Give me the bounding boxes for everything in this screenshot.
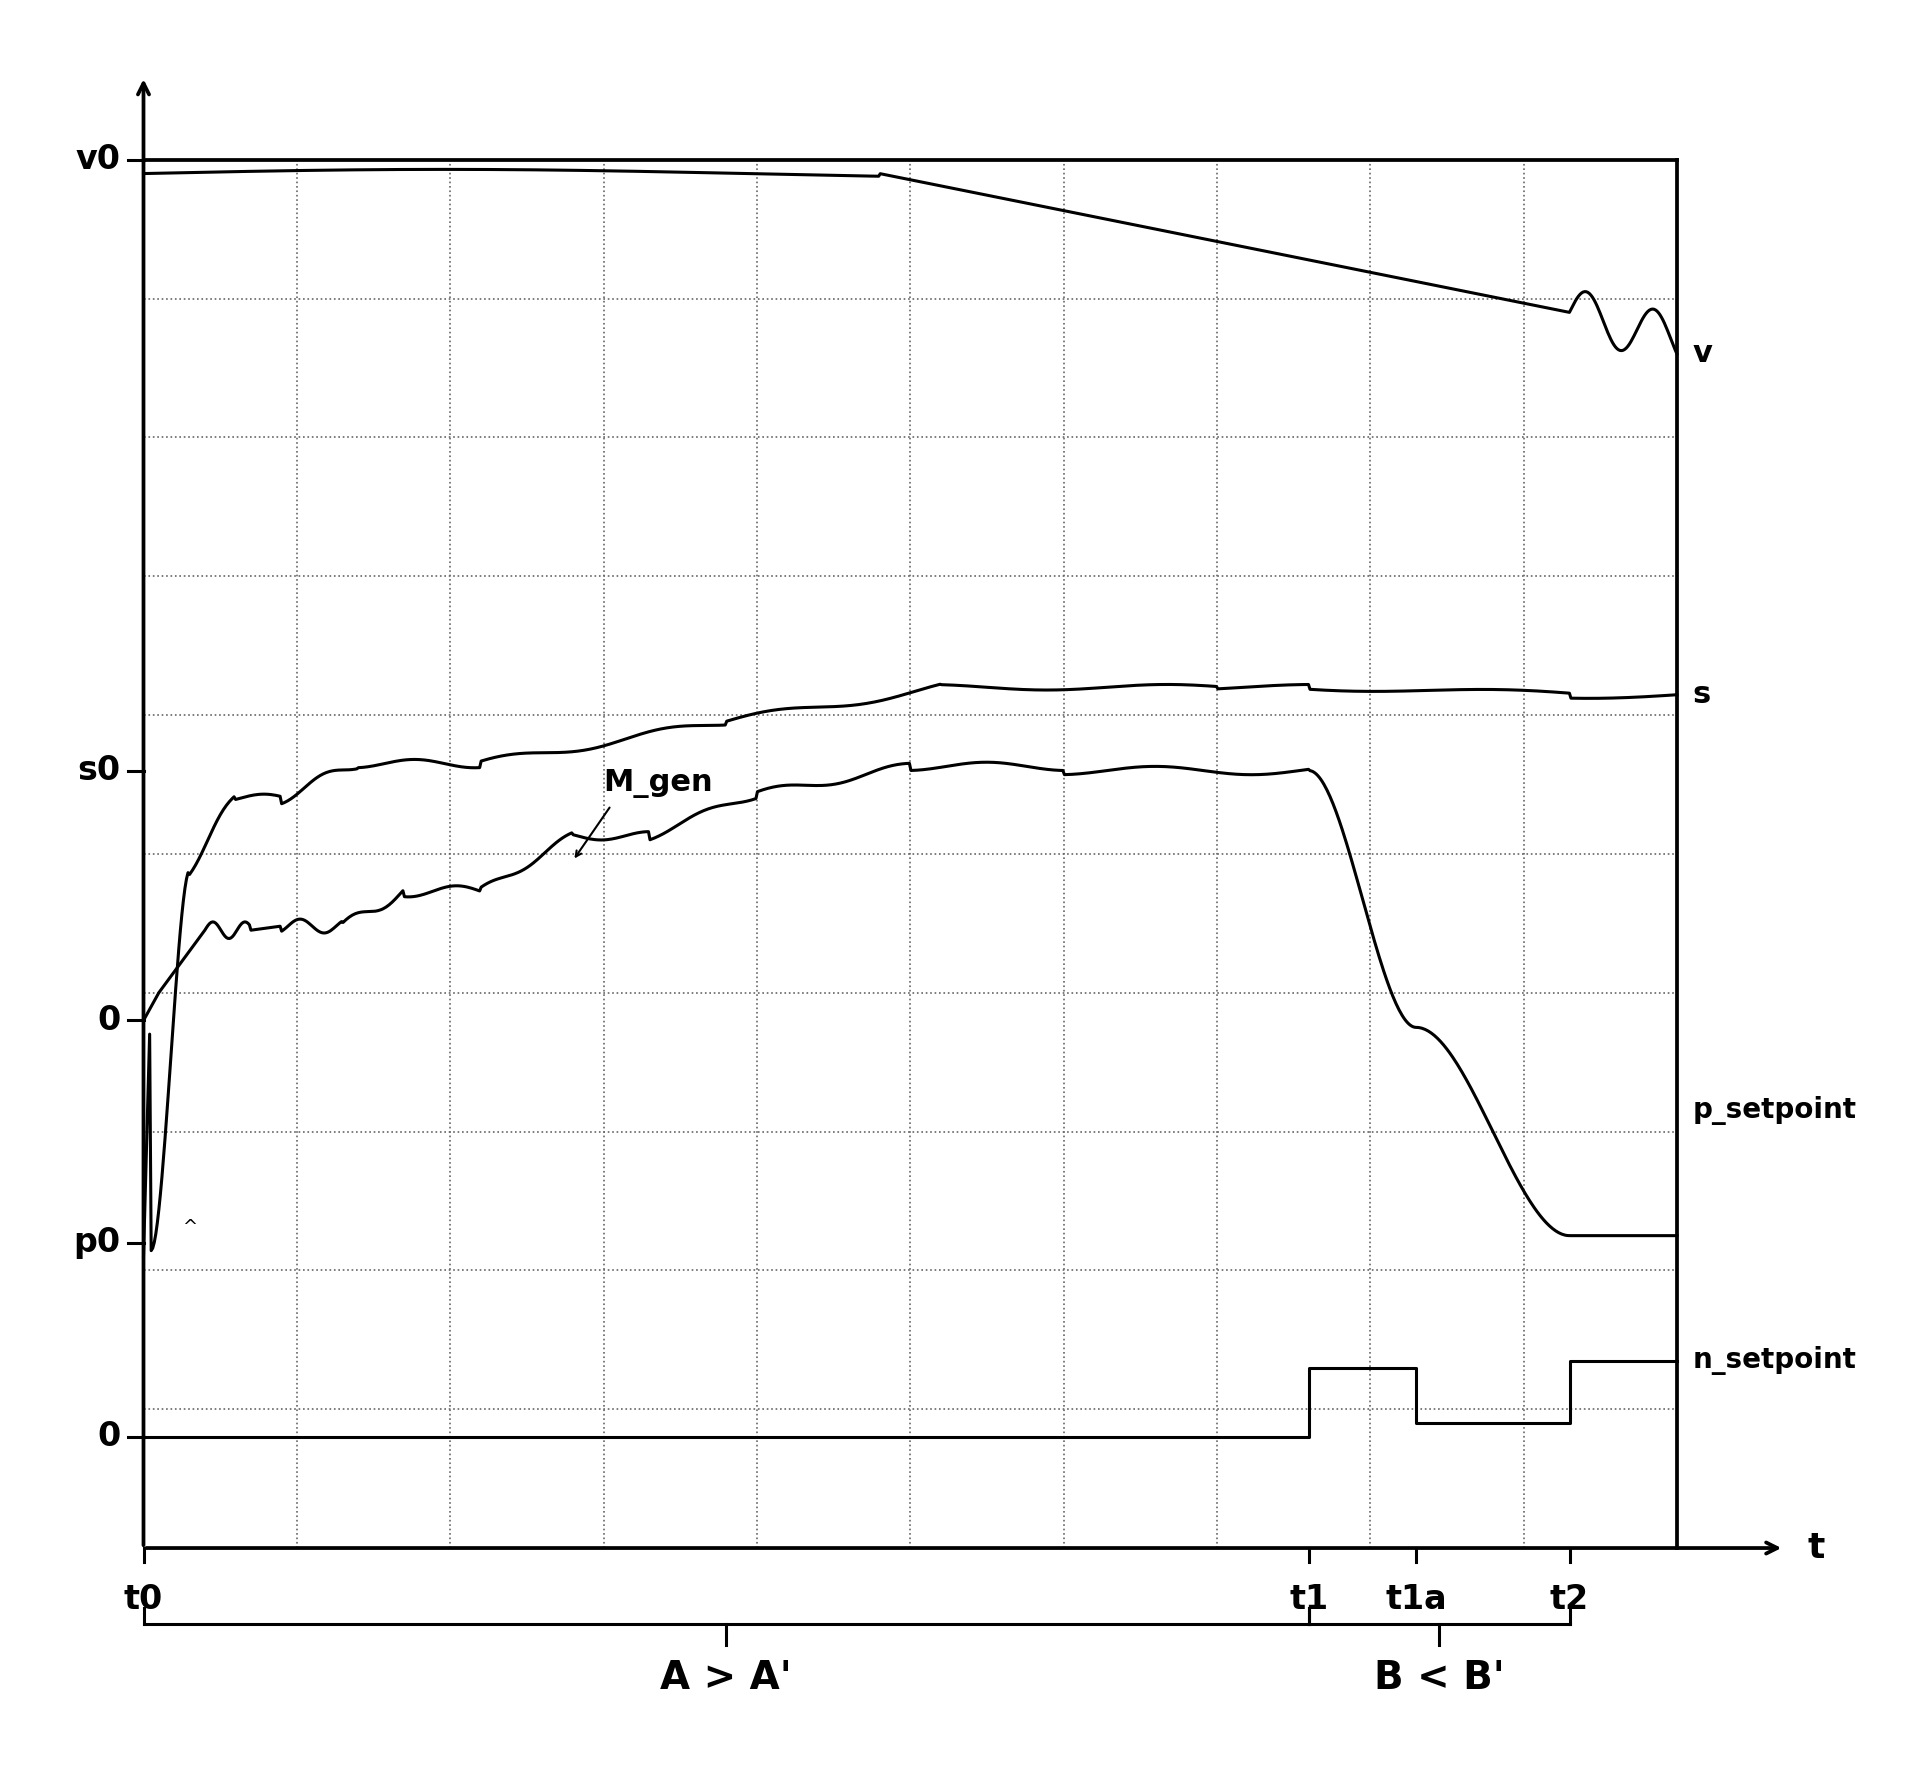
Text: M_gen: M_gen (604, 770, 712, 799)
Text: p_setpoint: p_setpoint (1692, 1096, 1857, 1125)
Text: s0: s0 (78, 754, 120, 786)
Text: ^: ^ (181, 1218, 197, 1236)
Text: A > A': A > A' (661, 1658, 793, 1698)
Text: 0: 0 (97, 1005, 120, 1037)
Text: s: s (1692, 681, 1711, 709)
Text: p0: p0 (73, 1227, 120, 1259)
Text: t0: t0 (124, 1583, 162, 1615)
Text: n_setpoint: n_setpoint (1692, 1347, 1857, 1375)
Text: t2: t2 (1549, 1583, 1589, 1615)
Text: v: v (1692, 338, 1711, 369)
Text: B < B': B < B' (1373, 1658, 1505, 1698)
Text: t1: t1 (1289, 1583, 1329, 1615)
Text: t1a: t1a (1385, 1583, 1448, 1615)
Text: t: t (1807, 1531, 1824, 1565)
Text: v0: v0 (76, 143, 120, 176)
Text: 0: 0 (97, 1420, 120, 1454)
